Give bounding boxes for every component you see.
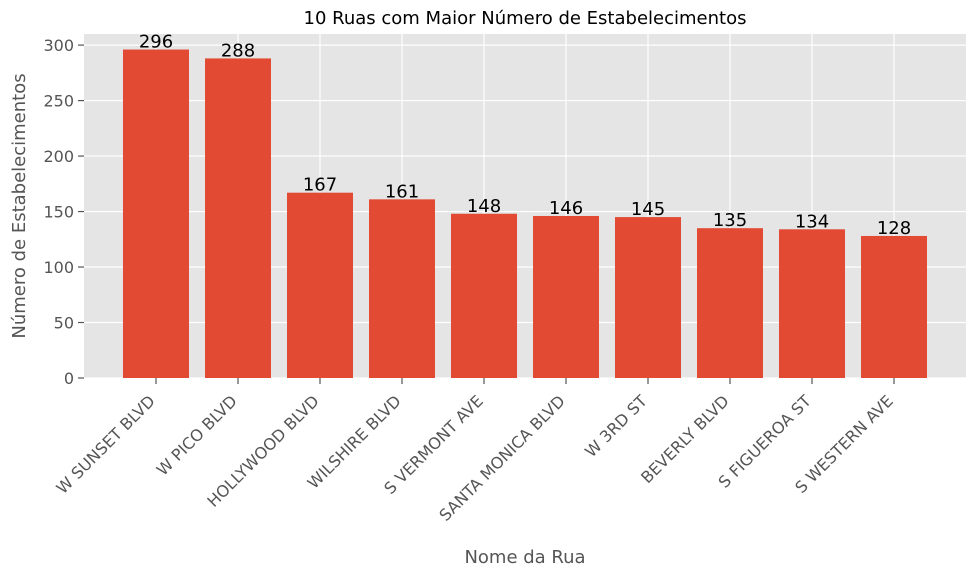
bar: [861, 235, 927, 378]
y-axis-label: Número de Estabelecimentos: [9, 73, 30, 338]
x-tick-label: W SUNSET BLVD: [53, 391, 159, 497]
bar-value-label: 134: [795, 211, 829, 232]
chart-title: 10 Ruas com Maior Número de Estabelecime…: [304, 8, 747, 29]
bars: [123, 49, 927, 378]
x-tick-label: W PICO BLVD: [153, 391, 241, 479]
bar: [205, 58, 271, 378]
bar-value-label: 288: [221, 40, 255, 61]
bar-value-label: 135: [713, 210, 747, 231]
bar: [615, 217, 681, 378]
y-tick-label: 250: [43, 92, 74, 111]
bar-value-label: 296: [139, 32, 173, 53]
bar-value-label: 145: [631, 199, 665, 220]
bar-value-label: 128: [877, 218, 911, 239]
x-tick-label: BEVERLY BLVD: [637, 391, 733, 487]
bar: [287, 192, 353, 378]
x-tick-label: W 3RD ST: [581, 391, 651, 461]
y-tick-label: 100: [43, 258, 74, 277]
y-axis-ticks: 0 50 100 150 200 250 300: [43, 36, 84, 388]
bar: [779, 229, 845, 378]
x-axis-label: Nome da Rua: [464, 547, 585, 568]
y-tick-label: 0: [64, 369, 74, 388]
bar: [369, 199, 435, 378]
y-tick-label: 300: [43, 36, 74, 55]
bar-value-label: 161: [385, 181, 419, 202]
y-tick-label: 50: [54, 314, 74, 333]
bar-value-label: 148: [467, 196, 501, 217]
bar-value-label: 167: [303, 175, 337, 196]
y-tick-label: 200: [43, 147, 74, 166]
bar: [697, 228, 763, 378]
y-tick-label: 150: [43, 203, 74, 222]
bar: [123, 49, 189, 378]
bar: [451, 213, 517, 378]
data-labels: 296 288 167 161 148 146 145 135 134 128: [139, 32, 911, 239]
bar: [533, 215, 599, 378]
bar-value-label: 146: [549, 198, 583, 219]
